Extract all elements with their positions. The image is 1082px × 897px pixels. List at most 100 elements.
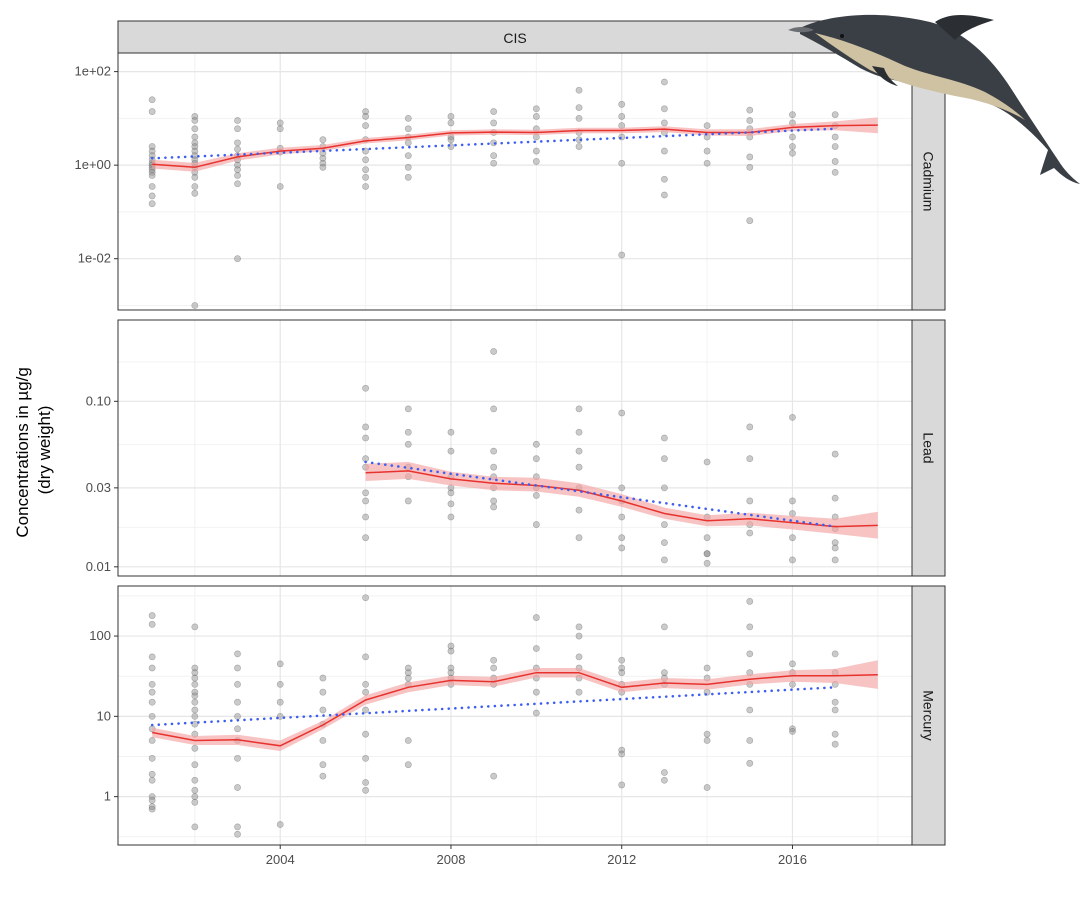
data-point — [447, 513, 455, 521]
data-point — [148, 200, 156, 208]
data-point — [148, 754, 156, 762]
data-point — [661, 521, 668, 528]
data-point — [362, 166, 369, 174]
data-point — [532, 645, 540, 652]
data-point — [447, 113, 455, 120]
data-point — [148, 108, 156, 115]
data-point — [191, 680, 199, 688]
data-point — [661, 175, 668, 183]
confidence-ribbon — [152, 660, 878, 751]
data-point — [191, 623, 199, 631]
data-point — [532, 688, 540, 696]
data-point — [661, 78, 668, 86]
data-point — [661, 119, 668, 127]
data-point — [148, 183, 156, 190]
data-point — [661, 623, 668, 631]
data-point — [703, 147, 711, 155]
data-point — [404, 428, 412, 436]
data-point — [191, 761, 199, 769]
data-point — [148, 172, 156, 179]
data-point — [362, 688, 369, 696]
data-point — [234, 680, 241, 688]
data-point — [191, 173, 199, 181]
data-point — [191, 183, 199, 190]
trend-line — [364, 460, 837, 528]
data-point — [276, 698, 284, 706]
data-point — [661, 455, 668, 463]
data-point — [404, 114, 412, 122]
y-tick-label: 0.10 — [86, 393, 111, 408]
data-point — [191, 776, 199, 784]
data-point — [447, 428, 455, 436]
data-point — [618, 656, 626, 664]
y-tick-label: 1e+02 — [74, 64, 111, 79]
x-tick-label: 2016 — [778, 852, 807, 867]
data-point — [191, 744, 199, 752]
data-point — [490, 405, 498, 413]
data-point — [746, 117, 754, 124]
data-point — [234, 117, 241, 124]
data-point — [191, 674, 199, 682]
data-point — [789, 510, 796, 517]
data-point — [618, 669, 626, 677]
data-point — [575, 428, 583, 436]
data-point — [362, 730, 369, 738]
data-point — [831, 698, 839, 706]
data-point — [618, 484, 626, 492]
data-point — [618, 534, 626, 542]
data-point — [789, 133, 796, 141]
data-point — [276, 821, 284, 828]
data-point — [831, 706, 839, 714]
data-point — [191, 706, 199, 714]
data-point — [148, 612, 156, 619]
y-tick-label: 0.01 — [86, 559, 111, 574]
data-point — [618, 664, 626, 672]
data-point — [490, 664, 498, 672]
data-point — [447, 669, 455, 677]
data-point — [831, 158, 839, 165]
facet-strip-cis-label: CIS — [503, 30, 526, 46]
data-point — [831, 556, 839, 564]
data-point — [746, 455, 754, 463]
data-point — [148, 688, 156, 696]
data-point — [618, 544, 626, 552]
data-point — [447, 642, 455, 650]
data-point — [575, 405, 583, 413]
data-point — [490, 159, 498, 167]
data-point — [532, 614, 540, 621]
data-point — [404, 497, 412, 505]
data-point — [618, 750, 626, 758]
data-point — [746, 650, 754, 658]
data-point — [831, 539, 839, 547]
data-point — [703, 458, 711, 466]
data-point — [148, 796, 156, 804]
dolphin-eye — [840, 34, 844, 38]
data-point — [362, 113, 369, 120]
data-point — [319, 674, 327, 682]
data-point — [703, 730, 711, 738]
data-point — [746, 153, 754, 161]
data-point — [191, 692, 199, 700]
data-point — [447, 136, 455, 144]
data-point — [191, 302, 199, 309]
data-point — [618, 251, 626, 259]
data-point — [191, 133, 199, 141]
data-point — [789, 725, 796, 733]
data-point — [831, 740, 839, 748]
data-point — [362, 173, 369, 181]
data-point — [831, 450, 839, 458]
data-point — [532, 440, 540, 448]
data-point — [789, 727, 796, 735]
data-point — [703, 559, 711, 567]
data-point — [618, 781, 626, 789]
data-point — [490, 108, 498, 115]
data-point — [618, 746, 626, 754]
data-point — [490, 447, 498, 455]
data-point — [618, 100, 626, 108]
data-point — [447, 489, 455, 497]
data-point — [661, 769, 668, 776]
data-point — [703, 737, 711, 744]
data-point — [703, 664, 711, 672]
data-point — [831, 111, 839, 119]
x-tick-label: 2008 — [437, 852, 466, 867]
